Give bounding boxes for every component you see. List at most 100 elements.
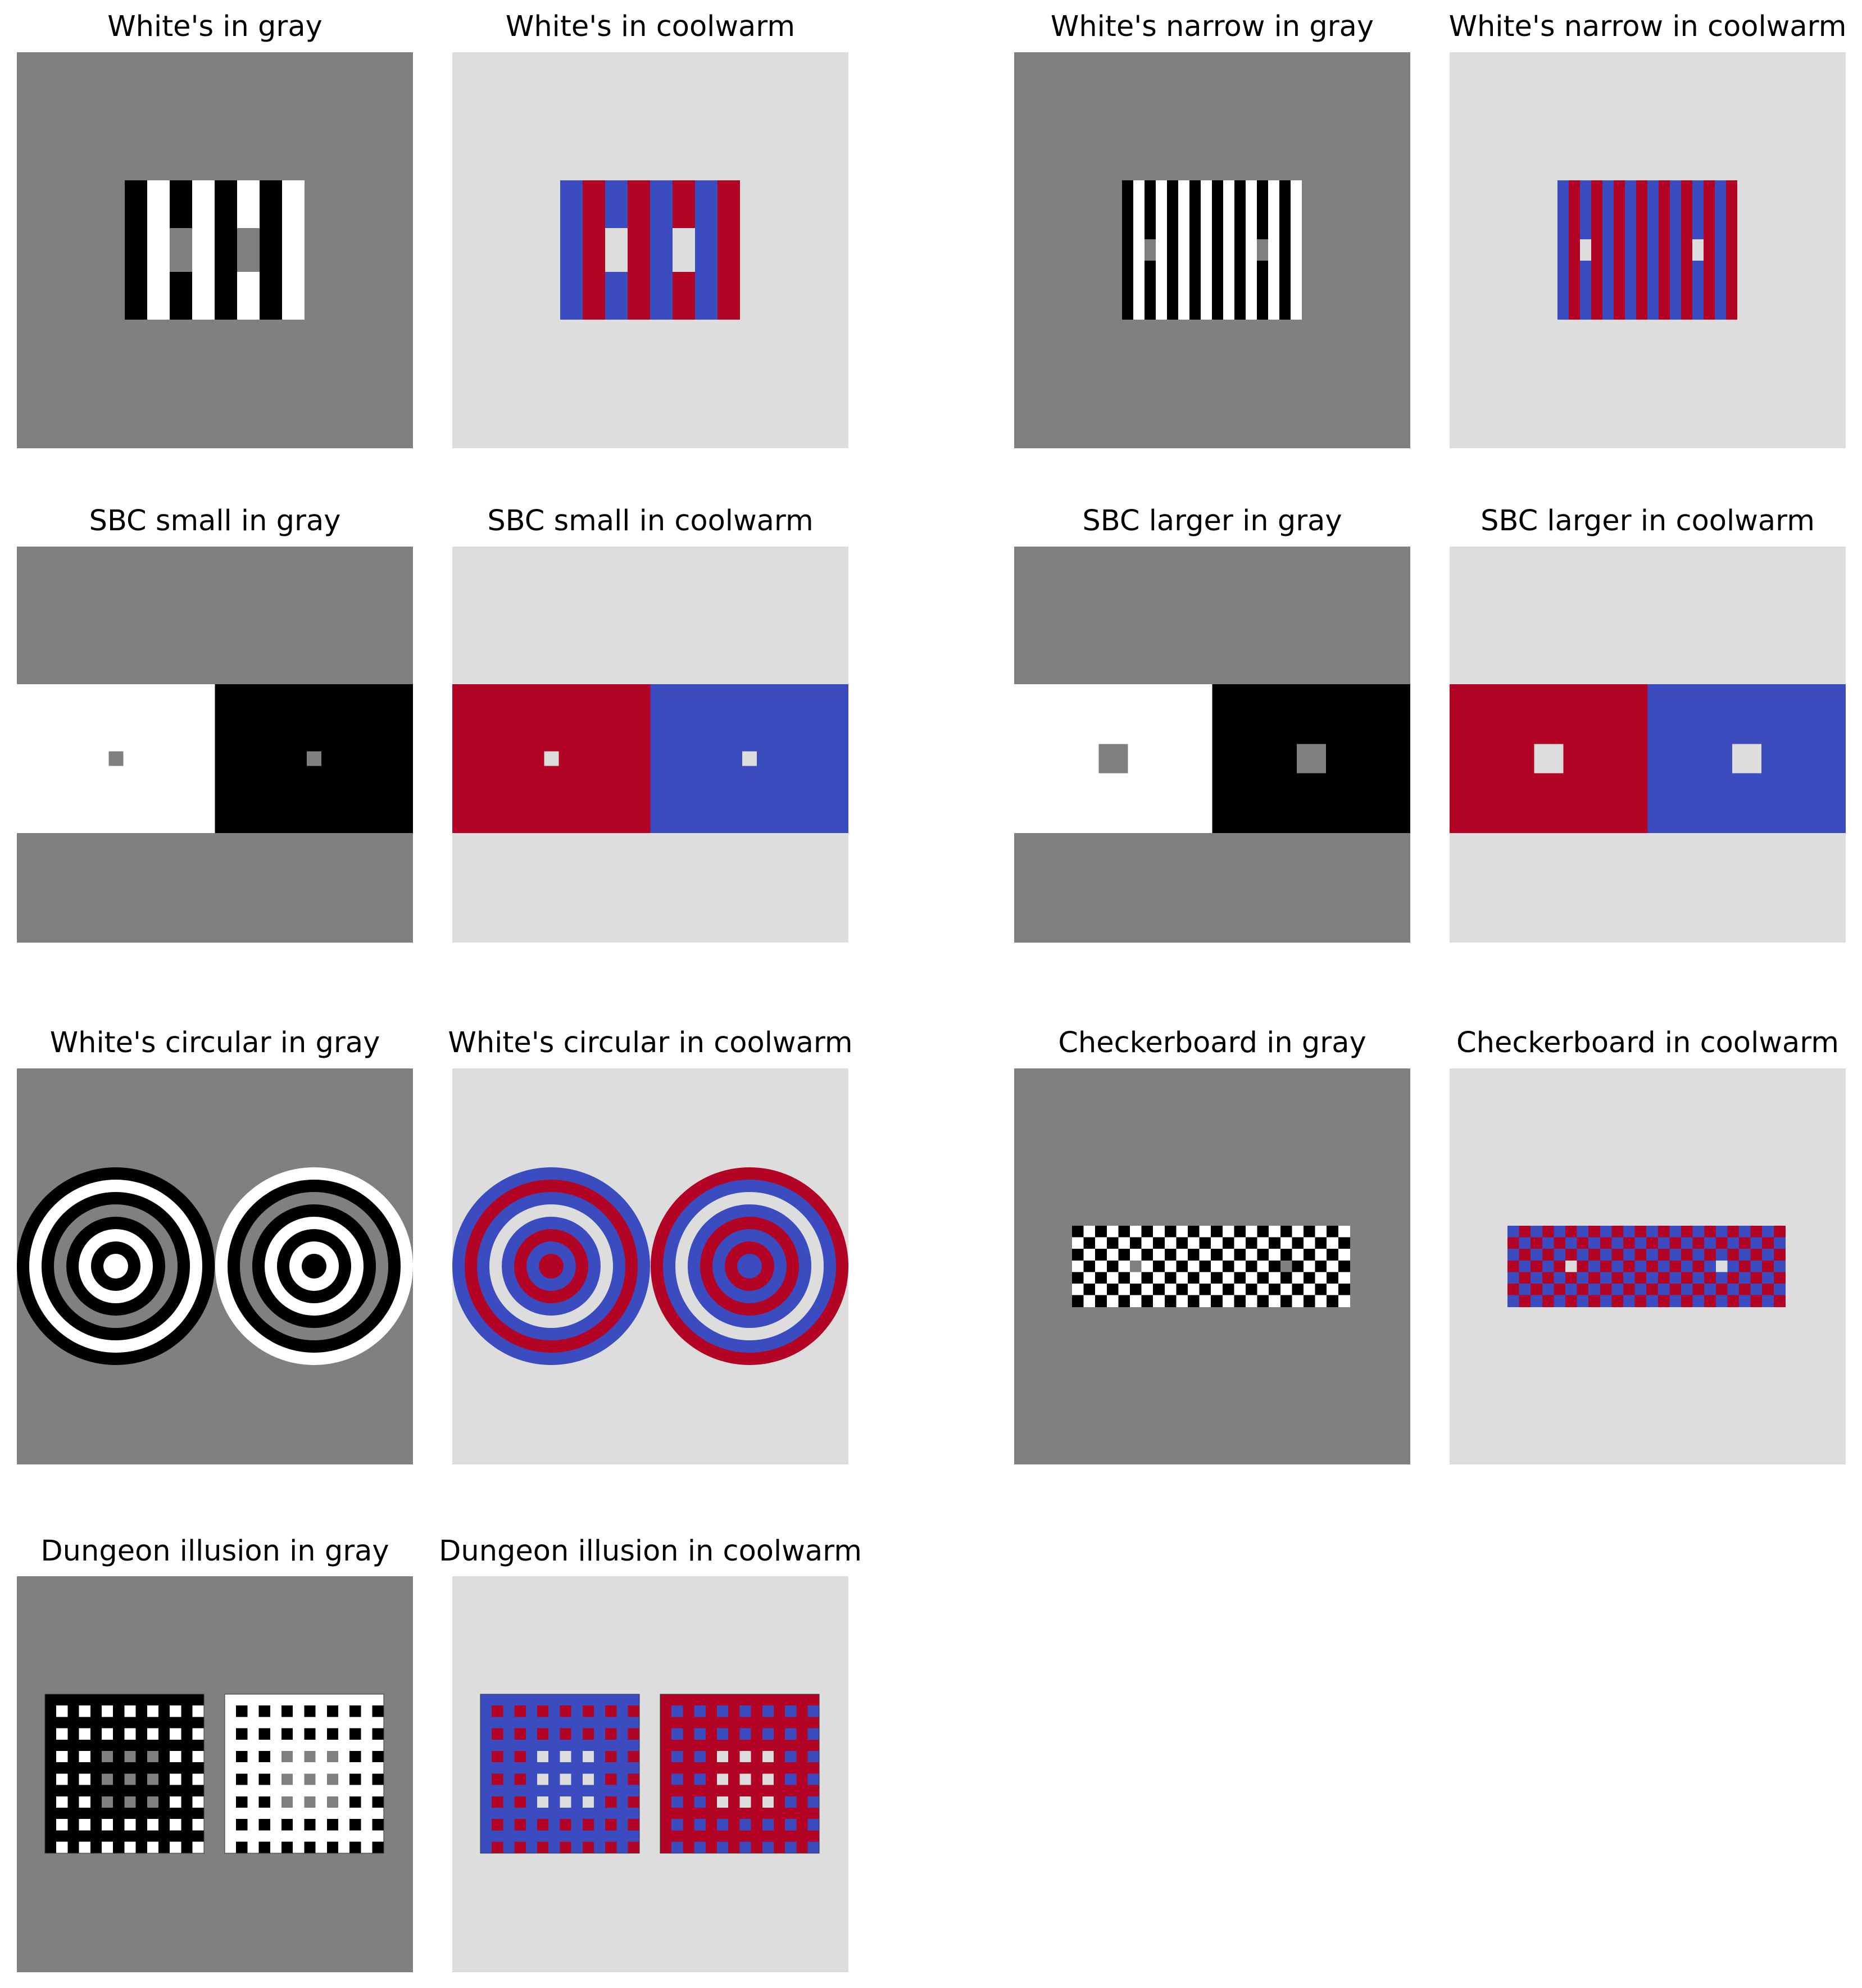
dungeon-cell (605, 1796, 617, 1808)
checker-cell (1234, 1249, 1246, 1261)
dungeon-cell (102, 1705, 113, 1717)
target-patch (1145, 239, 1156, 261)
checker-cell (1739, 1295, 1751, 1307)
dungeon-cell (671, 1819, 683, 1831)
checker-cell (1083, 1226, 1096, 1238)
checker-cell (1600, 1237, 1612, 1249)
stimulus-bar (1614, 180, 1625, 320)
checker-cell (1704, 1249, 1716, 1261)
checker-cell (1669, 1260, 1682, 1272)
dungeon-cell (281, 1705, 293, 1717)
checker-cell (1634, 1226, 1647, 1238)
dungeon-cell (514, 1705, 526, 1717)
dungeon-cell (807, 1705, 819, 1717)
dungeon-cell (124, 1705, 136, 1717)
checker-cell (1657, 1272, 1670, 1284)
checker-cell (1739, 1260, 1751, 1272)
checker-cell (1565, 1284, 1578, 1296)
stimulus-bar (1670, 180, 1681, 320)
panel-title: White's circular in coolwarm (448, 1026, 853, 1059)
dungeon-cell (537, 1728, 549, 1740)
checker-cell (1657, 1284, 1670, 1296)
checker-cell (1199, 1260, 1211, 1272)
checker-cell (1211, 1237, 1223, 1249)
panel-title: White's narrow in coolwarm (1448, 10, 1847, 43)
dungeon-cell (582, 1796, 594, 1808)
checker-cell (1280, 1284, 1292, 1296)
checker-cell (1234, 1237, 1246, 1249)
checker-cell (1554, 1226, 1566, 1238)
checker-cell (1704, 1237, 1716, 1249)
checker-cell (1727, 1249, 1740, 1261)
checker-cell (1611, 1237, 1624, 1249)
checker-cell (1130, 1284, 1142, 1296)
checker-cell (1280, 1237, 1292, 1249)
dungeon-cell (102, 1841, 113, 1853)
dungeon-frame (44, 1694, 205, 1854)
dungeon-cell (147, 1819, 158, 1831)
stimulus-bar (1681, 180, 1692, 320)
checker-cell (1646, 1272, 1659, 1284)
sbc-small-gray-panel (17, 547, 413, 943)
checker-cell (1280, 1249, 1292, 1261)
dungeon-cell (56, 1728, 68, 1740)
checker-cell (1715, 1295, 1728, 1307)
checker-cell (1692, 1272, 1705, 1284)
dungeon-cell (170, 1728, 181, 1740)
checker-cell (1669, 1284, 1682, 1296)
checker-cell (1304, 1226, 1316, 1238)
checker-cell (1153, 1237, 1165, 1249)
checker-cell (1531, 1237, 1543, 1249)
dungeon-frame (660, 1694, 820, 1854)
checker-cell (1542, 1284, 1554, 1296)
whites-circular-gray-panel (17, 1068, 413, 1464)
checker-cell (1715, 1249, 1728, 1261)
checker-cell (1315, 1295, 1327, 1307)
dungeon-cell (372, 1728, 384, 1740)
checker-cell (1257, 1272, 1269, 1284)
dungeon-cell (281, 1796, 293, 1808)
dungeon-cell (258, 1841, 270, 1853)
stimulus-bar (1647, 180, 1659, 320)
checker-cell (1646, 1226, 1659, 1238)
dungeon-cell (102, 1819, 113, 1831)
checker-cell (1280, 1260, 1292, 1272)
dungeon-cell (124, 1796, 136, 1808)
dungeon-cell (258, 1751, 270, 1763)
checker-cell (1692, 1284, 1705, 1296)
checker-cell (1634, 1237, 1647, 1249)
checker-cell (1304, 1284, 1316, 1296)
dungeon-cell (762, 1841, 774, 1853)
dungeon-cell (304, 1773, 316, 1785)
dungeon-cell (762, 1773, 774, 1785)
checker-cell (1762, 1260, 1774, 1272)
checker-cell (1338, 1272, 1350, 1284)
checker-cell (1727, 1237, 1740, 1249)
checker-cell (1623, 1284, 1636, 1296)
checker-cell (1507, 1226, 1520, 1238)
checker-cell (1727, 1226, 1740, 1238)
stimulus-bar (282, 180, 305, 320)
checker-cell (1715, 1226, 1728, 1238)
checker-cell (1750, 1237, 1763, 1249)
sbc-larger-coolwarm-panel (1450, 547, 1846, 943)
checker-cell (1106, 1284, 1119, 1296)
dungeon-cell (304, 1751, 316, 1763)
checker-cell (1750, 1260, 1763, 1272)
checker-cell (1327, 1295, 1339, 1307)
dungeon-cell (514, 1751, 526, 1763)
checker-cell (1222, 1284, 1234, 1296)
checker-cell (1762, 1295, 1774, 1307)
dungeon-cell (807, 1773, 819, 1785)
checker-cell (1269, 1284, 1281, 1296)
checker-cell (1327, 1260, 1339, 1272)
checker-cell (1681, 1249, 1693, 1261)
dungeon-cell (192, 1773, 204, 1785)
dungeon-cell (102, 1796, 113, 1808)
panel-title: White's in coolwarm (505, 10, 796, 43)
checker-cell (1188, 1272, 1200, 1284)
dungeon-cell (537, 1841, 549, 1853)
stimulus-bar (260, 180, 282, 320)
checker-cell (1130, 1226, 1142, 1238)
